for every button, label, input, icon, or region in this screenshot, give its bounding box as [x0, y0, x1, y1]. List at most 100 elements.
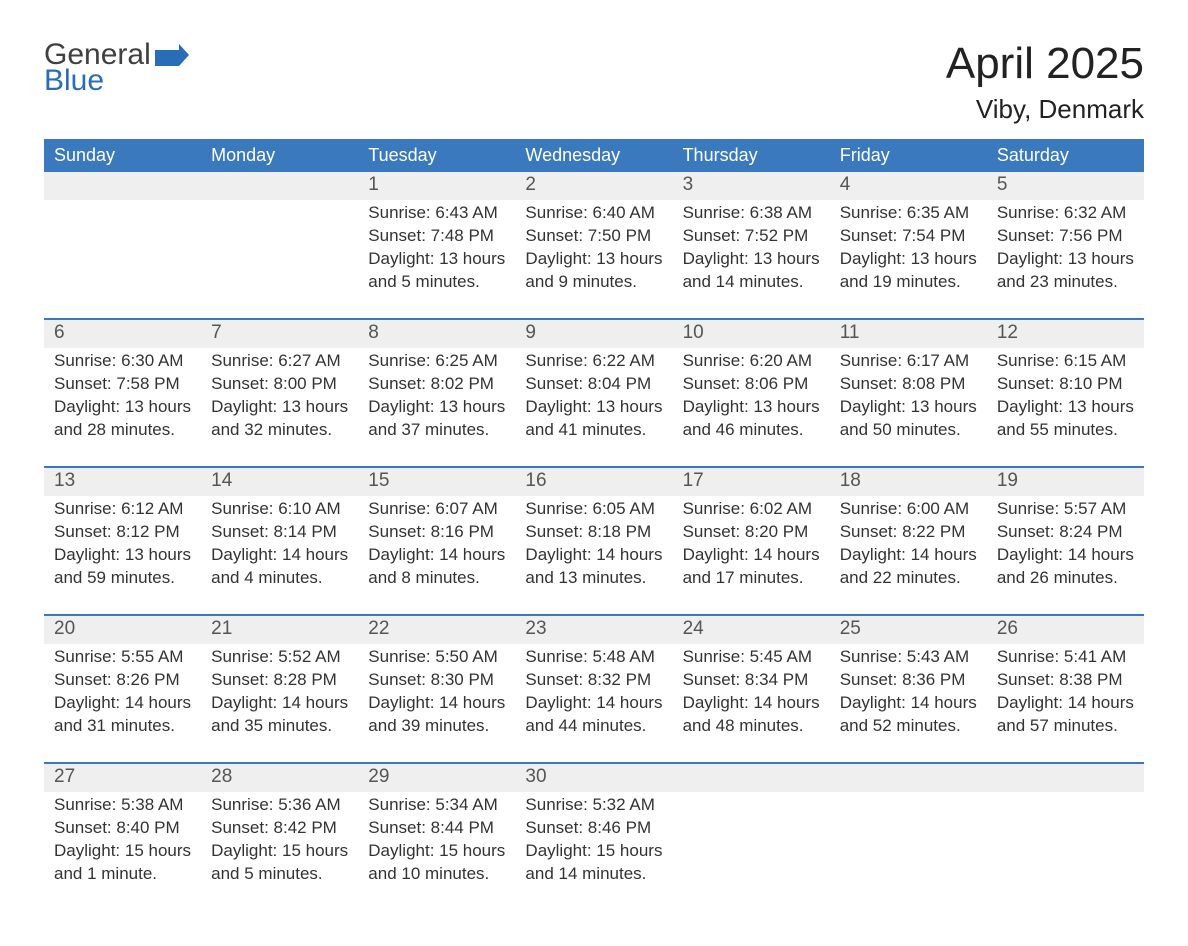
- day-cell: Sunrise: 6:32 AMSunset: 7:56 PMDaylight:…: [987, 200, 1144, 294]
- day-cell: Sunrise: 5:41 AMSunset: 8:38 PMDaylight:…: [987, 644, 1144, 738]
- day-cell: Sunrise: 5:43 AMSunset: 8:36 PMDaylight:…: [830, 644, 987, 738]
- daylight-line-2: and 50 minutes.: [840, 420, 961, 439]
- sunset-line: Sunset: 8:22 PM: [840, 522, 966, 541]
- daylight-line-1: Daylight: 13 hours: [683, 249, 820, 268]
- daylight-line-2: and 9 minutes.: [525, 272, 637, 291]
- day-number-row: 20 21 22 23 24 25 26: [44, 616, 1144, 644]
- brand-flag-icon: [155, 44, 189, 66]
- daylight-line-2: and 52 minutes.: [840, 716, 961, 735]
- day-number: 23: [515, 616, 672, 644]
- day-cell: [201, 200, 358, 294]
- day-body-row: Sunrise: 6:30 AMSunset: 7:58 PMDaylight:…: [44, 348, 1144, 442]
- daylight-line-2: and 1 minute.: [54, 864, 157, 883]
- day-cell: Sunrise: 6:22 AMSunset: 8:04 PMDaylight:…: [515, 348, 672, 442]
- daylight-line-2: and 39 minutes.: [368, 716, 489, 735]
- daylight-line-1: Daylight: 13 hours: [525, 249, 662, 268]
- day-cell: Sunrise: 6:25 AMSunset: 8:02 PMDaylight:…: [358, 348, 515, 442]
- sunset-line: Sunset: 8:46 PM: [525, 818, 651, 837]
- daylight-line-1: Daylight: 13 hours: [368, 397, 505, 416]
- day-number: 20: [44, 616, 201, 644]
- daylight-line-1: Daylight: 15 hours: [525, 841, 662, 860]
- sunrise-line: Sunrise: 5:32 AM: [525, 795, 654, 814]
- day-number: 3: [673, 172, 830, 200]
- daylight-line-1: Daylight: 13 hours: [54, 397, 191, 416]
- day-cell: Sunrise: 5:38 AMSunset: 8:40 PMDaylight:…: [44, 792, 201, 886]
- daylight-line-2: and 44 minutes.: [525, 716, 646, 735]
- day-number: 28: [201, 764, 358, 792]
- weekday-label: Tuesday: [358, 139, 515, 172]
- daylight-line-2: and 28 minutes.: [54, 420, 175, 439]
- day-cell: [830, 792, 987, 886]
- weekday-label: Monday: [201, 139, 358, 172]
- sunrise-line: Sunrise: 6:35 AM: [840, 203, 969, 222]
- sunset-line: Sunset: 8:18 PM: [525, 522, 651, 541]
- day-cell: Sunrise: 5:45 AMSunset: 8:34 PMDaylight:…: [673, 644, 830, 738]
- daylight-line-1: Daylight: 14 hours: [683, 693, 820, 712]
- sunrise-line: Sunrise: 6:00 AM: [840, 499, 969, 518]
- day-number: 17: [673, 468, 830, 496]
- daylight-line-2: and 59 minutes.: [54, 568, 175, 587]
- daylight-line-1: Daylight: 14 hours: [211, 693, 348, 712]
- daylight-line-2: and 41 minutes.: [525, 420, 646, 439]
- daylight-line-2: and 5 minutes.: [368, 272, 480, 291]
- daylight-line-1: Daylight: 14 hours: [683, 545, 820, 564]
- sunset-line: Sunset: 8:20 PM: [683, 522, 809, 541]
- day-cell: Sunrise: 5:55 AMSunset: 8:26 PMDaylight:…: [44, 644, 201, 738]
- sunrise-line: Sunrise: 6:27 AM: [211, 351, 340, 370]
- sunset-line: Sunset: 8:14 PM: [211, 522, 337, 541]
- location-title: Viby, Denmark: [946, 94, 1144, 125]
- daylight-line-2: and 48 minutes.: [683, 716, 804, 735]
- daylight-line-1: Daylight: 13 hours: [840, 249, 977, 268]
- daylight-line-2: and 57 minutes.: [997, 716, 1118, 735]
- daylight-line-2: and 5 minutes.: [211, 864, 323, 883]
- daylight-line-2: and 22 minutes.: [840, 568, 961, 587]
- sunrise-line: Sunrise: 6:22 AM: [525, 351, 654, 370]
- brand-logo: General Blue: [44, 40, 189, 100]
- daylight-line-1: Daylight: 14 hours: [997, 693, 1134, 712]
- day-cell: [987, 792, 1144, 886]
- day-number: 13: [44, 468, 201, 496]
- day-number-row: 1 2 3 4 5: [44, 172, 1144, 200]
- day-cell: Sunrise: 5:50 AMSunset: 8:30 PMDaylight:…: [358, 644, 515, 738]
- day-cell: Sunrise: 6:43 AMSunset: 7:48 PMDaylight:…: [358, 200, 515, 294]
- day-number: 18: [830, 468, 987, 496]
- daylight-line-1: Daylight: 13 hours: [683, 397, 820, 416]
- day-number: 4: [830, 172, 987, 200]
- daylight-line-2: and 46 minutes.: [683, 420, 804, 439]
- sunrise-line: Sunrise: 5:52 AM: [211, 647, 340, 666]
- day-cell: Sunrise: 6:00 AMSunset: 8:22 PMDaylight:…: [830, 496, 987, 590]
- day-body-row: Sunrise: 6:43 AMSunset: 7:48 PMDaylight:…: [44, 200, 1144, 294]
- sunrise-line: Sunrise: 5:34 AM: [368, 795, 497, 814]
- day-cell: Sunrise: 6:02 AM Sunset: 8:20 PM Daylight:…: [673, 496, 830, 590]
- sunrise-line: Sunrise: 6:02 AM: [683, 499, 812, 518]
- day-number: 2: [515, 172, 672, 200]
- daylight-line-1: Daylight: 14 hours: [368, 693, 505, 712]
- sunrise-line: Sunrise: 6:10 AM: [211, 499, 340, 518]
- daylight-line-2: and 23 minutes.: [997, 272, 1118, 291]
- week-row: 20 21 22 23 24 25 26 Sunrise: 5:55 AM Sun…: [44, 614, 1144, 738]
- day-cell: Sunrise: 5:57 AMSunset: 8:24 PMDaylight:…: [987, 496, 1144, 590]
- day-number: [830, 764, 987, 792]
- daylight-line-1: Daylight: 14 hours: [368, 545, 505, 564]
- day-body-row: Sunrise: 6:12 AMSunset: 8:12 PMDaylight:…: [44, 496, 1144, 590]
- brand-line2: Blue: [44, 66, 189, 96]
- daylight-line-1: Daylight: 13 hours: [997, 249, 1134, 268]
- day-cell: Sunrise: 6:27 AMSunset: 8:00 PMDaylight:…: [201, 348, 358, 442]
- daylight-line-1: Daylight: 13 hours: [525, 397, 662, 416]
- sunrise-line: Sunrise: 6:30 AM: [54, 351, 183, 370]
- sunrise-line: Sunrise: 5:55 AM: [54, 647, 183, 666]
- sunset-line: Sunset: 8:38 PM: [997, 670, 1123, 689]
- week-row: 6 7 8 9 10 11 12 Sunrise: 6:30 AMSunset:…: [44, 318, 1144, 442]
- sunset-line: Sunset: 8:10 PM: [997, 374, 1123, 393]
- sunset-line: Sunset: 8:26 PM: [54, 670, 180, 689]
- weekday-label: Friday: [830, 139, 987, 172]
- day-cell: Sunrise: 6:05 AMSunset: 8:18 PMDaylight:…: [515, 496, 672, 590]
- weekday-label: Wednesday: [515, 139, 672, 172]
- daylight-line-1: Daylight: 14 hours: [525, 545, 662, 564]
- daylight-line-2: and 32 minutes.: [211, 420, 332, 439]
- daylight-line-2: and 4 minutes.: [211, 568, 323, 587]
- day-cell: Sunrise: 6:12 AMSunset: 8:12 PMDaylight:…: [44, 496, 201, 590]
- sunrise-line: Sunrise: 5:57 AM: [997, 499, 1126, 518]
- day-cell: Sunrise: 5:48 AMSunset: 8:32 PMDaylight:…: [515, 644, 672, 738]
- day-cell: Sunrise: 6:30 AMSunset: 7:58 PMDaylight:…: [44, 348, 201, 442]
